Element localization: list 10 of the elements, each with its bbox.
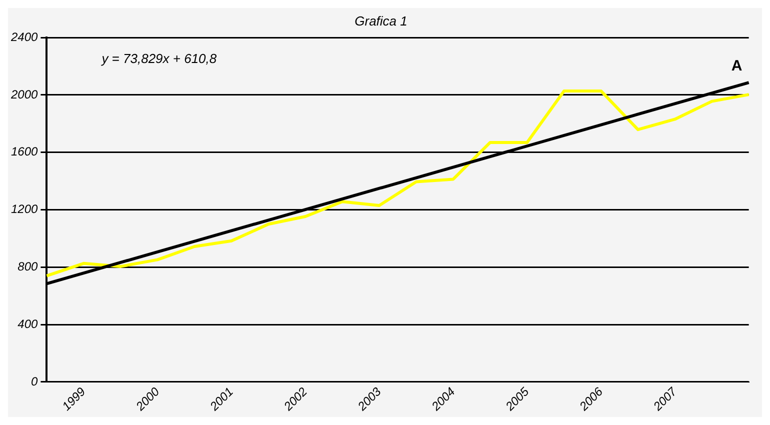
y-tick-label: 1200 (10, 202, 38, 216)
y-tick-label: 0 (31, 374, 38, 388)
y-tick-label: 2400 (10, 30, 38, 44)
y-tick-label: 2000 (10, 87, 38, 102)
chart-title: Grafica 1 (354, 13, 408, 28)
y-tick-label: 1600 (10, 144, 38, 159)
series-label: A (731, 58, 742, 75)
annotation: y = 73,829x + 610,8 (100, 51, 218, 66)
y-tick-label: 400 (18, 316, 38, 331)
y-tick-label: 800 (18, 260, 38, 274)
